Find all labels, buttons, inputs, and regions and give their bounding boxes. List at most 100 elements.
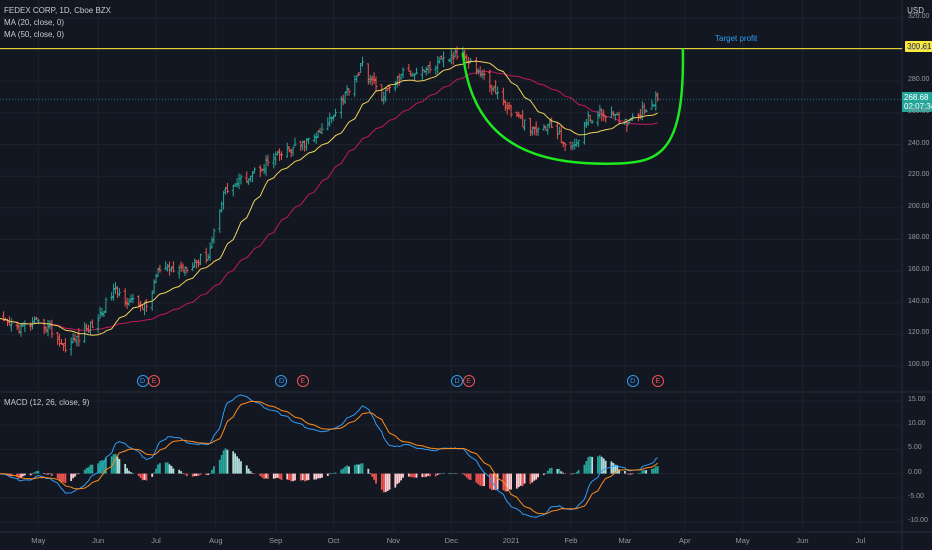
- price-bars: [2, 46, 660, 356]
- macd-histogram-bar: [357, 464, 360, 474]
- dividend-marker[interactable]: D: [275, 375, 288, 387]
- macd-histogram-bar: [218, 459, 221, 474]
- macd-histogram-bar: [209, 473, 211, 474]
- macd-histogram-bar: [276, 473, 279, 478]
- macd-histogram-bar: [639, 472, 642, 474]
- macd-histogram-bar: [359, 463, 362, 474]
- macd-histogram-bar: [249, 471, 252, 474]
- macd-histogram-bar: [454, 472, 457, 474]
- price-tick-label: 140.00: [908, 297, 930, 305]
- macd-tick-label: 0.00: [908, 468, 922, 476]
- time-tick-label: Mar: [618, 536, 632, 545]
- macd-tick-label: -10.00: [908, 517, 928, 524]
- macd-histogram-bar: [423, 473, 426, 478]
- ma50-legend[interactable]: MA (50, close, 0): [4, 30, 65, 39]
- macd-histogram-bar: [184, 473, 186, 475]
- macd-histogram-bar: [56, 473, 59, 479]
- macd-histogram-bar: [236, 456, 238, 474]
- currency-label: USD: [907, 6, 924, 15]
- macd-histogram-bar: [585, 460, 588, 474]
- macd-histogram-bar: [112, 454, 115, 474]
- macd-histogram-bar: [407, 473, 410, 477]
- macd-histogram-bar: [20, 473, 22, 478]
- macd-histogram-bar: [344, 466, 347, 474]
- macd-histogram-bar: [463, 473, 466, 476]
- macd-legend[interactable]: MACD (12, 26, close, 9): [4, 398, 90, 407]
- macd-histogram-bar: [537, 473, 540, 478]
- macd-histogram-bar: [153, 472, 156, 474]
- earnings-marker[interactable]: E: [651, 375, 664, 387]
- macd-histogram-bar: [35, 471, 38, 474]
- macd-histogram-bar: [137, 473, 140, 477]
- macd-histogram-bar: [361, 463, 364, 474]
- macd-histogram-bar: [139, 473, 142, 479]
- macd-histogram-bar: [415, 473, 418, 478]
- macd-histogram-bar: [546, 470, 549, 474]
- macd-histogram-bar: [597, 456, 599, 474]
- price-tick-label: 260.00: [908, 107, 930, 115]
- drawing-annotations: [0, 48, 902, 165]
- macd-histogram-bar: [614, 464, 617, 474]
- dividend-marker[interactable]: D: [451, 375, 464, 387]
- macd-histogram-bar: [157, 464, 159, 474]
- bar-countdown: 02:07:34: [904, 102, 932, 111]
- macd-histogram-bar: [535, 473, 538, 480]
- macd-histogram-bar: [587, 457, 590, 474]
- macd-histogram-bar: [429, 473, 431, 477]
- macd-histogram-bar: [564, 473, 567, 475]
- macd-histogram-bar: [97, 463, 100, 474]
- macd-histogram-bar: [465, 473, 468, 478]
- macd-histogram-bar: [641, 470, 644, 474]
- macd-histogram-bar: [83, 469, 86, 474]
- macd-histogram-bar: [180, 471, 183, 474]
- macd-histogram-bar: [62, 473, 65, 483]
- macd-histogram-bar: [631, 473, 634, 475]
- price-tick-label: 300.00: [908, 44, 930, 52]
- macd-histogram-bar: [265, 473, 267, 479]
- macd-histogram-bar: [321, 473, 323, 478]
- macd-histogram-bar: [193, 473, 196, 477]
- macd-histogram-bar: [523, 473, 526, 484]
- macd-histogram-bar: [492, 473, 495, 490]
- price-tick-label: 180.00: [908, 234, 930, 242]
- macd-histogram-bar: [369, 473, 372, 474]
- macd-histogram-bar: [315, 473, 318, 480]
- macd-histogram-bar: [303, 473, 306, 482]
- macd-histogram-bar: [170, 465, 173, 474]
- macd-histogram-bar: [72, 473, 74, 479]
- macd-histogram-bar: [64, 473, 67, 484]
- macd-histogram-bar: [186, 473, 188, 477]
- ma20-line: [0, 60, 658, 336]
- macd-histogram-bar: [602, 458, 605, 474]
- macd-histogram-bar: [475, 473, 478, 483]
- macd-histogram-bar: [205, 473, 208, 476]
- macd-histogram-bar: [400, 473, 403, 481]
- macd-histogram-bar: [164, 462, 167, 474]
- macd-histogram-bar: [510, 473, 512, 490]
- time-tick-label: 2021: [502, 536, 520, 545]
- price-tick-label: 240.00: [908, 139, 930, 147]
- macd-histogram-bar: [651, 468, 653, 474]
- macd-histogram-bar: [114, 453, 117, 474]
- macd-histogram-bar: [103, 460, 105, 474]
- macd-histogram-bar: [591, 456, 594, 474]
- dividend-marker[interactable]: D: [136, 375, 149, 387]
- dividend-marker[interactable]: D: [626, 375, 639, 387]
- time-tick-label: Jun: [796, 536, 809, 545]
- ma20-legend[interactable]: MA (20, close, 0): [4, 18, 65, 27]
- earnings-marker[interactable]: E: [296, 375, 309, 387]
- symbol-title[interactable]: FEDEX CORP, 1D, Cboe BZX: [4, 6, 111, 15]
- macd-histogram-bar: [367, 468, 370, 474]
- macd-histogram-bar: [629, 473, 632, 475]
- macd-histogram-bar: [251, 472, 254, 474]
- earnings-marker[interactable]: E: [148, 375, 161, 387]
- macd-histogram-bar: [600, 456, 603, 474]
- macd-histogram-bar: [348, 466, 350, 474]
- earnings-marker[interactable]: E: [462, 375, 475, 387]
- macd-histogram-bar: [245, 465, 248, 474]
- macd-histogram-bar: [598, 455, 601, 474]
- macd-histogram-bar: [37, 470, 40, 474]
- macd-histogram-bar: [438, 473, 441, 475]
- macd-histogram-bar: [238, 458, 240, 474]
